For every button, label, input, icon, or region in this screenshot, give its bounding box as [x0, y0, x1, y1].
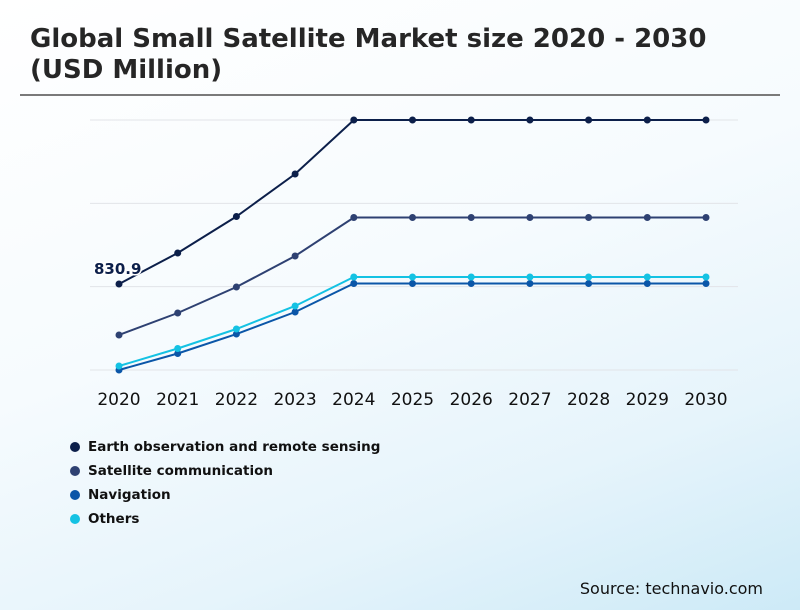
- legend: Earth observation and remote sensing Sate…: [70, 435, 380, 531]
- series-line: [118, 119, 706, 285]
- x-tick-label: 2025: [391, 390, 434, 410]
- data-point: [115, 362, 123, 370]
- data-point: [702, 280, 710, 288]
- x-tick-label: 2028: [567, 390, 610, 410]
- x-tick-label: 2022: [215, 390, 258, 410]
- legend-marker-icon: [70, 466, 80, 476]
- data-point: [409, 273, 416, 281]
- data-point: [702, 214, 710, 222]
- source-text: Source: technavio.com: [579, 579, 763, 598]
- legend-item: Navigation: [70, 483, 380, 507]
- data-point: [409, 116, 416, 124]
- data-point: [409, 214, 416, 222]
- data-point: [467, 116, 475, 124]
- data-point: [643, 116, 651, 124]
- data-point: [174, 344, 182, 352]
- data-point: [585, 116, 593, 124]
- data-point: [174, 349, 182, 357]
- data-point: [409, 280, 416, 288]
- data-point: [585, 273, 593, 281]
- legend-label: Satellite communication: [88, 463, 273, 479]
- data-label: 830.9: [94, 260, 141, 278]
- data-point: [350, 273, 358, 281]
- data-point: [643, 273, 651, 281]
- title-divider: [20, 94, 780, 96]
- legend-item: Satellite communication: [70, 459, 380, 483]
- data-point: [350, 214, 358, 222]
- data-point: [585, 214, 593, 222]
- x-tick-label: 2026: [450, 390, 493, 410]
- data-point: [232, 213, 240, 221]
- data-point: [174, 249, 182, 257]
- series-line: [118, 275, 706, 367]
- data-point: [291, 170, 299, 178]
- data-point: [291, 308, 299, 316]
- chart-title: Global Small Satellite Market size 2020 …: [30, 24, 707, 85]
- x-tick-label: 2024: [332, 390, 375, 410]
- legend-marker-icon: [70, 442, 80, 452]
- data-point: [526, 273, 534, 281]
- data-point: [526, 280, 534, 288]
- legend-label: Others: [88, 511, 140, 527]
- x-tick-label: 2021: [156, 390, 199, 410]
- x-tick-label: 2023: [273, 390, 316, 410]
- data-point: [585, 280, 593, 288]
- data-point: [232, 325, 240, 333]
- data-point: [467, 214, 475, 222]
- legend-item: Others: [70, 507, 380, 531]
- x-tick-label: 2030: [684, 390, 727, 410]
- data-point: [526, 214, 534, 222]
- data-point: [467, 273, 475, 281]
- x-tick-label: 2027: [508, 390, 551, 410]
- legend-label: Earth observation and remote sensing: [88, 439, 381, 455]
- legend-label: Navigation: [88, 487, 171, 503]
- data-point: [291, 302, 299, 310]
- data-point: [467, 280, 475, 288]
- line-chart: 2020 2021 2022 2023 2024 2025 2026 2027 2028 2029…: [90, 116, 738, 410]
- data-point: [350, 116, 358, 124]
- data-point: [702, 116, 710, 124]
- legend-marker-icon: [70, 514, 80, 524]
- data-point: [350, 280, 358, 288]
- data-point: [702, 273, 710, 281]
- data-point: [526, 116, 534, 124]
- data-point: [291, 252, 299, 260]
- x-tick-label: 2029: [626, 390, 669, 410]
- data-point: [643, 280, 651, 288]
- legend-item: Earth observation and remote sensing: [70, 435, 380, 459]
- data-point: [232, 330, 240, 338]
- data-point: [115, 280, 123, 288]
- legend-marker-icon: [70, 490, 80, 500]
- series-line: [118, 282, 706, 371]
- data-point: [115, 331, 123, 339]
- data-point: [643, 214, 651, 222]
- x-tick-label: 2020: [97, 390, 140, 410]
- data-point: [232, 283, 240, 291]
- data-point: [174, 309, 182, 317]
